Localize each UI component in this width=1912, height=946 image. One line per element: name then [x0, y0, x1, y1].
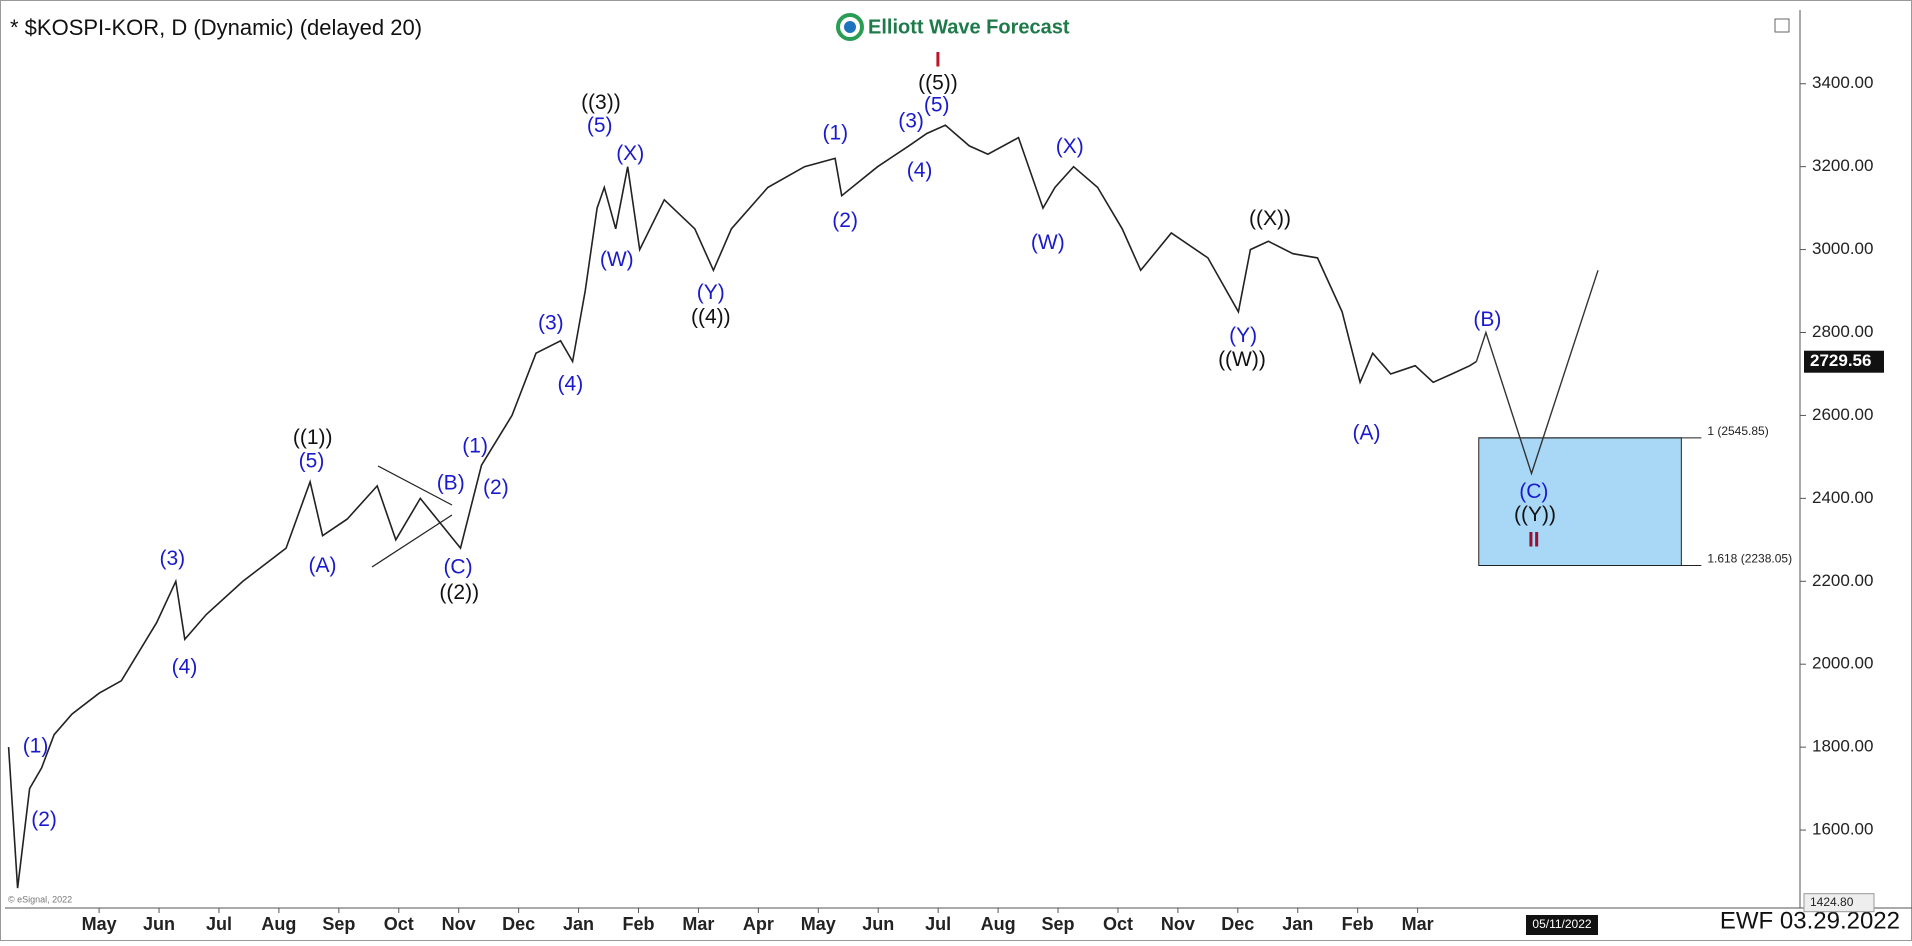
price-line — [7, 124, 1477, 889]
y-tick-label: 2200.00 — [1812, 571, 1873, 590]
wave-label: (C) — [443, 555, 472, 578]
wave-label: (5) — [299, 449, 325, 472]
y-tick-label: 2400.00 — [1812, 488, 1873, 507]
x-tick-label: May — [82, 914, 117, 934]
wave-label: (1) — [23, 735, 49, 758]
wave-label: (5) — [924, 93, 950, 116]
x-tick-label: Jul — [206, 914, 232, 934]
x-tick-label: Jul — [925, 914, 951, 934]
wave-label: ((2)) — [439, 581, 479, 604]
y-tick-label: 3200.00 — [1812, 156, 1873, 175]
low-price-box — [1803, 893, 1875, 913]
wave-label: (X) — [1056, 135, 1084, 158]
x-tick-label: Sep — [322, 914, 355, 934]
wave-label: ((W)) — [1218, 348, 1266, 371]
date-marker-box — [1526, 915, 1598, 935]
last-price-box — [1804, 350, 1884, 373]
y-tick-label: 3000.00 — [1812, 239, 1873, 258]
triangle-upper — [377, 465, 453, 506]
wave-label: ((1)) — [293, 426, 333, 449]
x-tick-label: Jan — [563, 914, 594, 934]
wave-label: (3) — [898, 109, 924, 132]
wave-label: ((Y)) — [1514, 503, 1556, 526]
x-tick-label: Dec — [502, 914, 535, 934]
last-price-label: 2729.56 — [1810, 351, 1871, 370]
y-tick-label: 1600.00 — [1812, 820, 1873, 839]
wave-label: ((5)) — [918, 71, 958, 94]
wave-label: (A) — [1353, 421, 1381, 444]
x-tick-label: Feb — [1342, 914, 1374, 934]
wave-label: (B) — [1473, 308, 1501, 331]
x-tick-label: Apr — [743, 914, 774, 934]
logo-ring — [836, 13, 864, 41]
x-tick-label: Nov — [1161, 914, 1195, 934]
wave-label: (Y) — [697, 281, 725, 304]
y-tick-label: 1800.00 — [1812, 737, 1873, 756]
wave-label: ((X)) — [1249, 207, 1291, 230]
x-tick-label: Mar — [682, 914, 714, 934]
wave-label: (3) — [538, 312, 564, 335]
x-tick-label: Feb — [622, 914, 654, 934]
wave-label: (4) — [172, 655, 198, 678]
price-line — [1475, 270, 1599, 476]
wave-label: (2) — [483, 476, 509, 499]
x-tick-label: Oct — [1103, 914, 1133, 934]
x-tick-label: Jun — [862, 914, 894, 934]
low-price-label: 1424.80 — [1810, 895, 1854, 909]
wave-label: (2) — [832, 209, 858, 232]
wave-label: (W) — [1031, 231, 1065, 254]
brand-logo: Elliott Wave Forecast — [836, 13, 1070, 41]
x-tick-label: Sep — [1042, 914, 1075, 934]
logo-dot — [844, 21, 856, 33]
chart-title: * $KOSPI-KOR, D (Dynamic) (delayed 20) — [10, 15, 422, 40]
wave-label: ((4)) — [691, 306, 731, 329]
source-note: © eSignal, 2022 — [8, 894, 72, 904]
wave-label: I — [935, 48, 941, 71]
triangle-lines — [371, 465, 453, 568]
wave-label: II — [1528, 529, 1540, 552]
wave-label: (5) — [587, 114, 613, 137]
x-tick-label: Jan — [1282, 914, 1313, 934]
wave-label: (B) — [437, 471, 465, 494]
wave-label: (1) — [823, 121, 849, 144]
window-button[interactable] — [1774, 18, 1790, 33]
x-tick-label: Aug — [261, 914, 296, 934]
fib-level-label: 1 (2545.85) — [1707, 424, 1768, 438]
x-tick-label: May — [801, 914, 836, 934]
wave-label: (W) — [600, 248, 634, 271]
target-box — [1478, 437, 1682, 567]
wave-label: ((3)) — [581, 91, 621, 114]
brand-name: Elliott Wave Forecast — [868, 16, 1070, 38]
fib-level-label: 1.618 (2238.05) — [1707, 552, 1792, 566]
x-tick-label: Mar — [1402, 914, 1434, 934]
wave-label: (A) — [308, 554, 336, 577]
wave-label: (2) — [31, 808, 57, 831]
date-marker: 05/11/2022 — [1532, 917, 1591, 931]
x-tick-label: Oct — [384, 914, 414, 934]
wave-label: (3) — [159, 547, 185, 570]
y-tick-label: 2000.00 — [1812, 654, 1873, 673]
wave-label: (X) — [616, 142, 644, 165]
x-tick-label: Dec — [1221, 914, 1254, 934]
x-tick-label: Jun — [143, 914, 175, 934]
y-tick-label: 2800.00 — [1812, 322, 1873, 341]
wave-label: (Y) — [1229, 324, 1257, 347]
wave-label: (1) — [462, 435, 488, 458]
wave-label: (4) — [907, 159, 933, 182]
wave-label: (C) — [1519, 480, 1548, 503]
triangle-lower — [371, 514, 453, 568]
y-tick-label: 2600.00 — [1812, 405, 1873, 424]
x-tick-label: Aug — [981, 914, 1016, 934]
wave-label: (4) — [558, 373, 584, 396]
x-tick-label: Nov — [442, 914, 476, 934]
y-tick-label: 3400.00 — [1812, 73, 1873, 92]
